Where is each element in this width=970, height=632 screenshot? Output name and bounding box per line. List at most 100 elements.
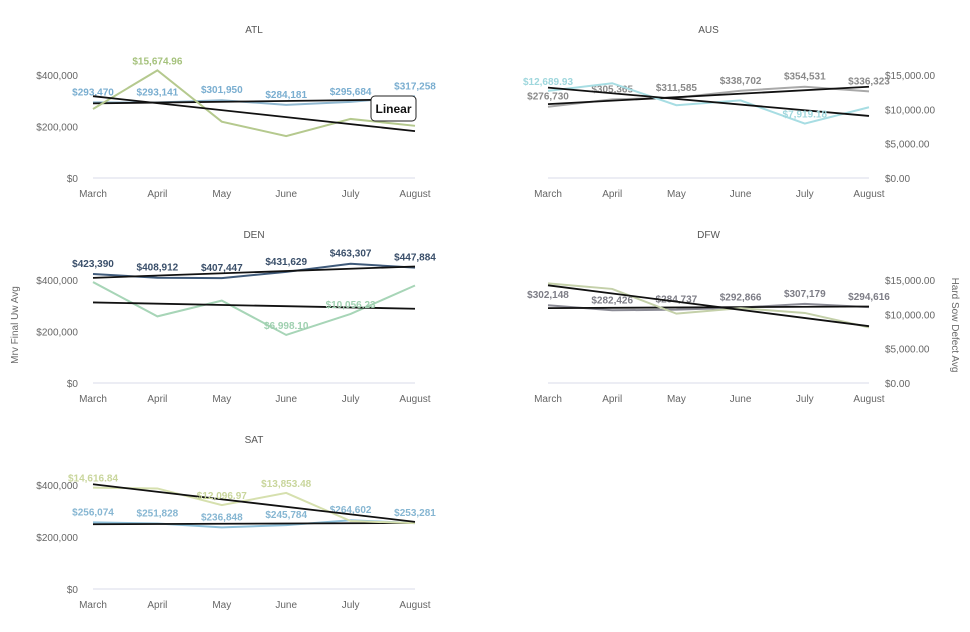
- x-tick-label: April: [147, 189, 167, 200]
- linear-trend-tooltip[interactable]: Linear: [370, 95, 417, 122]
- x-tick-label: May: [212, 600, 231, 611]
- uw-trend-line: [92, 522, 416, 526]
- x-tick-label: August: [399, 189, 430, 200]
- x-tick-label: April: [147, 600, 167, 611]
- panel-sat: SAT March April May June July August $0 $200,000…: [36, 435, 436, 611]
- y-tick-label-left: $200,000: [36, 123, 78, 134]
- data-label: $302,148: [527, 290, 569, 301]
- defect-trend-line: [92, 301, 416, 310]
- x-tick-label: April: [602, 189, 622, 200]
- data-label: $264,602: [330, 505, 372, 516]
- y-tick-label-right: $0.00: [885, 174, 910, 185]
- panel-dfw: DFW March April May June July August$0.00 $5,00…: [527, 230, 935, 405]
- data-label: $251,828: [137, 509, 179, 520]
- y-tick-label-left: $400,000: [36, 481, 78, 492]
- x-tick-label: June: [275, 394, 297, 405]
- y-tick-label-left: $400,000: [36, 276, 78, 287]
- x-tick-label: July: [342, 600, 360, 611]
- x-tick-label: July: [796, 394, 814, 405]
- data-label: $13,853.48: [261, 479, 311, 490]
- y-tick-label-left: $0: [67, 174, 79, 185]
- data-label: $12,096.97: [197, 491, 247, 502]
- x-tick-label: June: [730, 394, 752, 405]
- x-tick-label: March: [79, 394, 107, 405]
- defect-series-line: [92, 486, 416, 525]
- tooltip-box: [370, 95, 417, 122]
- data-label: $236,848: [201, 512, 243, 523]
- x-tick-label: March: [79, 189, 107, 200]
- data-label: $284,181: [265, 90, 307, 101]
- data-label: $12,689.93: [523, 77, 573, 88]
- data-label: $292,866: [720, 293, 762, 304]
- data-label: $463,307: [330, 249, 372, 260]
- tooltip-text: Linear: [375, 102, 411, 116]
- panel-title: ATL: [245, 25, 263, 36]
- defect-trend-line: [92, 95, 416, 132]
- data-label: $14,616.84: [68, 474, 118, 485]
- x-tick-label: June: [275, 600, 297, 611]
- y-tick-label-right: $10,000.00: [885, 105, 935, 116]
- defect-series-line: [547, 82, 870, 125]
- panel-den: DEN March April May June July August $0 $200,000…: [36, 230, 436, 405]
- y-tick-label-right: $5,000.00: [885, 140, 930, 151]
- y-tick-label-right: $5,000.00: [885, 345, 930, 356]
- data-label: $293,141: [137, 88, 179, 99]
- y-tick-label-right: $15,000.00: [885, 276, 935, 287]
- y-tick-label-left: $0: [67, 585, 79, 596]
- data-label: $293,470: [72, 87, 114, 98]
- data-label: $311,585: [656, 83, 698, 94]
- data-label: $276,730: [527, 92, 569, 103]
- data-label: $431,629: [265, 257, 307, 268]
- data-label: $305,365: [591, 84, 633, 95]
- x-tick-label: July: [796, 189, 814, 200]
- y-tick-label-left: $400,000: [36, 71, 78, 82]
- panel-title: SAT: [245, 435, 264, 446]
- data-label: $447,884: [394, 253, 436, 264]
- data-label: $354,531: [784, 72, 826, 83]
- defect-trend-line: [92, 483, 416, 523]
- y-tick-label-right: $15,000.00: [885, 71, 935, 82]
- chart-panels: ATL March April May June July August $0 $200,000…: [36, 25, 935, 611]
- x-tick-label: March: [534, 394, 562, 405]
- data-label: $307,179: [784, 289, 826, 300]
- y-tick-label-left: $200,000: [36, 533, 78, 544]
- x-tick-label: March: [534, 189, 562, 200]
- data-label: $282,426: [591, 295, 633, 306]
- data-label: $301,950: [201, 85, 243, 96]
- x-tick-label: August: [399, 394, 430, 405]
- x-tick-label: May: [212, 189, 231, 200]
- x-tick-label: May: [212, 394, 231, 405]
- defect-series-line: [92, 281, 416, 337]
- data-label: $7,919.18: [783, 110, 828, 121]
- y-tick-label-right: $0.00: [885, 379, 910, 390]
- data-label: $317,258: [394, 81, 436, 92]
- panel-title: DEN: [243, 230, 264, 241]
- data-label: $245,784: [265, 510, 307, 521]
- x-tick-label: May: [667, 189, 686, 200]
- data-label: $295,684: [330, 87, 372, 98]
- x-tick-label: May: [667, 394, 686, 405]
- y-tick-label-left: $0: [67, 379, 79, 390]
- data-label: $253,281: [394, 508, 436, 519]
- panel-aus: AUS March April May June July August$0.00 $5,00…: [523, 25, 936, 200]
- data-label: $15,674.96: [132, 56, 182, 67]
- x-tick-label: July: [342, 189, 360, 200]
- data-label: $407,447: [201, 263, 243, 274]
- x-tick-label: June: [275, 189, 297, 200]
- uw-series-line: [92, 262, 416, 280]
- defect-trend-line: [547, 284, 870, 328]
- panel-atl: ATL March April May June July August $0 $200,000…: [36, 25, 436, 200]
- defect-series-line: [547, 282, 870, 329]
- x-tick-label: August: [399, 600, 430, 611]
- x-tick-label: August: [853, 394, 884, 405]
- x-tick-label: March: [79, 600, 107, 611]
- x-tick-label: August: [853, 189, 884, 200]
- y-tick-label-right: $10,000.00: [885, 310, 935, 321]
- data-label: $408,912: [137, 263, 179, 274]
- defect-trend-line: [547, 86, 870, 117]
- data-label: $256,074: [72, 507, 114, 518]
- data-label: $336,323: [848, 76, 890, 87]
- data-label: $338,702: [720, 76, 762, 87]
- data-label: $423,390: [72, 259, 114, 270]
